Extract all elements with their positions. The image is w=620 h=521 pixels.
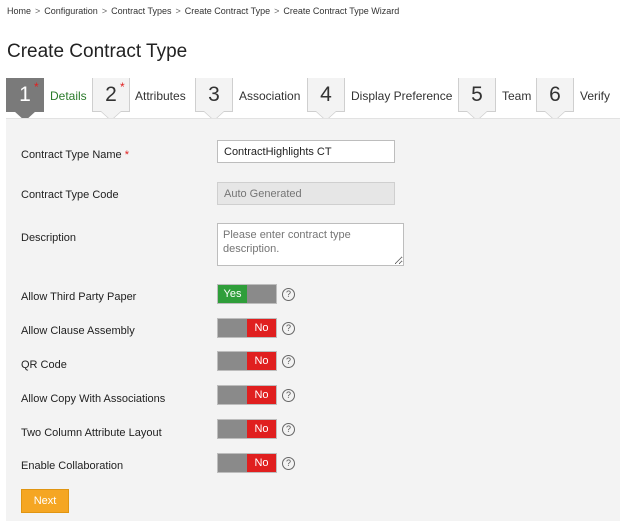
- help-icon[interactable]: ?: [282, 322, 295, 335]
- allow-copy-with-associations-label: Allow Copy With Associations: [21, 393, 166, 405]
- step-number-text: 1: [19, 82, 31, 106]
- details-form: Contract Type Name* Contract Type Code D…: [6, 118, 620, 521]
- allow-clause-assembly-label: Allow Clause Assembly: [21, 325, 135, 337]
- contract-type-name-input[interactable]: [217, 140, 395, 163]
- page-title: Create Contract Type: [7, 41, 188, 62]
- contract-type-code-input: [217, 182, 395, 205]
- required-marker: *: [34, 80, 39, 94]
- toggle-no: No: [247, 454, 276, 472]
- qr-code-toggle[interactable]: No: [217, 351, 277, 371]
- wizard-step-association[interactable]: 3 Association: [195, 78, 310, 121]
- enable-collaboration-label: Enable Collaboration: [21, 460, 124, 472]
- step-number-text: 3: [208, 82, 220, 106]
- label-text: Contract Type Name: [21, 149, 122, 161]
- step-number-text: 5: [471, 82, 483, 106]
- toggle-off-handle: [218, 319, 247, 337]
- qr-code-label: QR Code: [21, 359, 67, 371]
- step-number-text: 2: [105, 82, 117, 106]
- wizard-step-display-preference[interactable]: 4 Display Preference: [307, 78, 459, 121]
- step-number-text: 6: [549, 82, 561, 106]
- step-label: Verify: [580, 89, 611, 103]
- wizard-step-verify[interactable]: 6 Verify: [536, 78, 620, 121]
- allow-third-party-paper-toggle[interactable]: Yes: [217, 284, 277, 304]
- required-marker: *: [120, 80, 125, 94]
- toggle-no: No: [247, 420, 276, 438]
- description-textarea[interactable]: [217, 223, 404, 266]
- step-label: Association: [239, 89, 301, 103]
- step-number: 4: [307, 78, 345, 121]
- two-column-attribute-layout-toggle[interactable]: No: [217, 419, 277, 439]
- wizard-steps: 1 * Details 2 * Attributes 3 Association…: [6, 78, 620, 121]
- toggle-yes: Yes: [218, 285, 247, 303]
- toggle-off-handle: [218, 420, 247, 438]
- help-icon[interactable]: ?: [282, 355, 295, 368]
- breadcrumb-separator: >: [175, 6, 181, 16]
- step-number-text: 4: [320, 82, 332, 106]
- breadcrumb-current: Create Contract Type Wizard: [283, 6, 400, 16]
- toggle-off-handle: [218, 454, 247, 472]
- required-marker: *: [124, 149, 129, 161]
- toggle-no: No: [247, 386, 276, 404]
- breadcrumb: Home > Configuration > Contract Types > Create…: [7, 6, 399, 16]
- help-icon[interactable]: ?: [282, 457, 295, 470]
- toggle-off-handle: [218, 386, 247, 404]
- enable-collaboration-toggle[interactable]: No: [217, 453, 277, 473]
- breadcrumb-create-contract-type[interactable]: Create Contract Type: [184, 6, 271, 16]
- description-label: Description: [21, 232, 77, 244]
- wizard-step-team[interactable]: 5 Team: [458, 78, 538, 121]
- breadcrumb-separator: >: [101, 6, 108, 16]
- step-number: 2: [92, 78, 130, 121]
- wizard-step-details[interactable]: 1 * Details: [6, 78, 94, 121]
- toggle-no: No: [247, 352, 276, 370]
- step-number: 6: [536, 78, 574, 121]
- allow-copy-with-associations-toggle[interactable]: No: [217, 385, 277, 405]
- help-icon[interactable]: ?: [282, 288, 295, 301]
- breadcrumb-contract-types[interactable]: Contract Types: [111, 6, 172, 16]
- help-icon[interactable]: ?: [282, 423, 295, 436]
- allow-clause-assembly-toggle[interactable]: No: [217, 318, 277, 338]
- help-icon[interactable]: ?: [282, 389, 295, 402]
- next-button[interactable]: Next: [21, 489, 69, 513]
- breadcrumb-separator: >: [274, 6, 280, 16]
- two-column-attribute-layout-label: Two Column Attribute Layout: [21, 427, 162, 439]
- allow-third-party-paper-label: Allow Third Party Paper: [21, 291, 137, 303]
- step-number: 3: [195, 78, 233, 121]
- breadcrumb-configuration[interactable]: Configuration: [44, 6, 98, 16]
- contract-type-name-label: Contract Type Name *: [21, 149, 129, 161]
- step-label: Display Preference: [351, 89, 453, 103]
- toggle-no: No: [247, 319, 276, 337]
- step-number: 1: [6, 78, 44, 121]
- step-label: Team: [502, 89, 532, 103]
- breadcrumb-separator: >: [35, 6, 41, 16]
- toggle-off-handle: [218, 352, 247, 370]
- toggle-off-handle: [247, 285, 276, 303]
- step-label: Attributes: [135, 89, 186, 103]
- breadcrumb-home[interactable]: Home: [7, 6, 32, 16]
- contract-type-code-label: Contract Type Code: [21, 189, 119, 201]
- step-number: 5: [458, 78, 496, 121]
- wizard-step-attributes[interactable]: 2 * Attributes: [92, 78, 200, 121]
- step-label: Details: [50, 89, 87, 103]
